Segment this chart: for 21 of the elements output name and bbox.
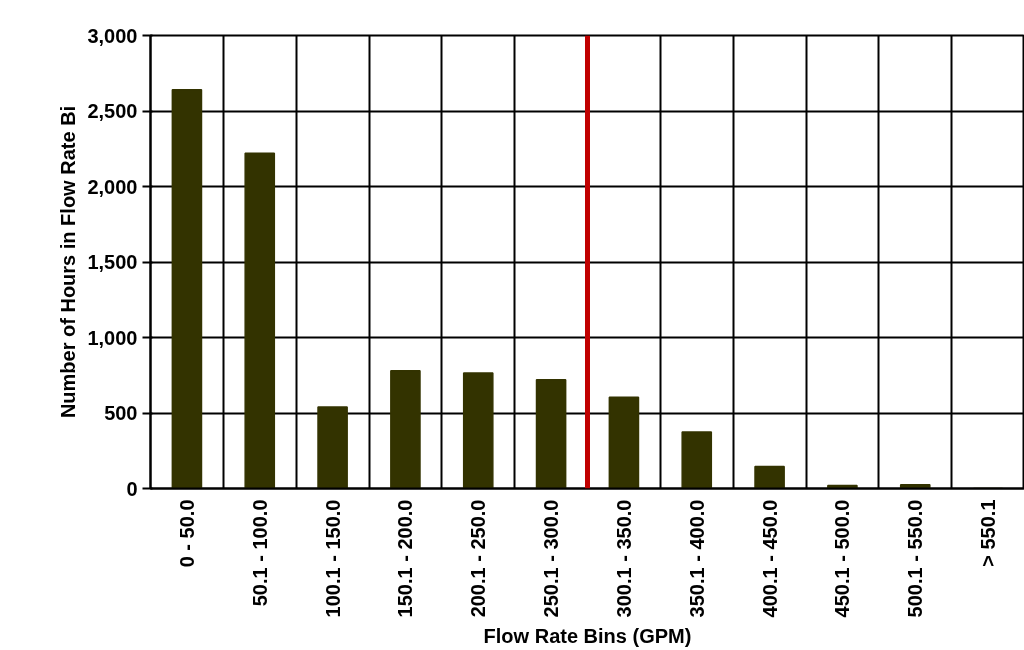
x-tick-label: 200.1 - 250.0	[467, 499, 490, 618]
y-tick-label: 2,500	[87, 100, 138, 122]
x-tick-label: 50.1 - 100.0	[248, 499, 271, 607]
y-tick-label: 0	[126, 477, 138, 500]
x-tick-label: 300.1 - 350.0	[612, 499, 635, 618]
x-tick-label: 450.1 - 500.0	[831, 499, 854, 618]
y-tick-label: 500	[104, 402, 138, 424]
x-tick-label: 350.1 - 400.0	[685, 499, 708, 618]
y-tick-label: 1,000	[87, 326, 138, 349]
y-tick-label: 1,500	[87, 251, 138, 273]
y-tick-label: 2,000	[87, 175, 138, 198]
y-tick-label: 3,000	[87, 24, 138, 47]
x-tick-label: 100.1 - 150.0	[321, 499, 344, 618]
x-axis-title: Flow Rate Bins (GPM)	[483, 625, 692, 648]
x-tick-label: > 550.1	[977, 499, 1000, 567]
x-tick-label: 500.1 - 550.0	[904, 499, 927, 618]
y-axis-title: Number of Hours in Flow Rate Bi	[57, 105, 80, 419]
x-tick-label: 0 - 50.0	[175, 499, 198, 568]
x-tick-label: 250.1 - 300.0	[540, 499, 563, 618]
x-tick-label: 150.1 - 200.0	[394, 499, 417, 618]
x-tick-label: 400.1 - 450.0	[758, 499, 781, 618]
